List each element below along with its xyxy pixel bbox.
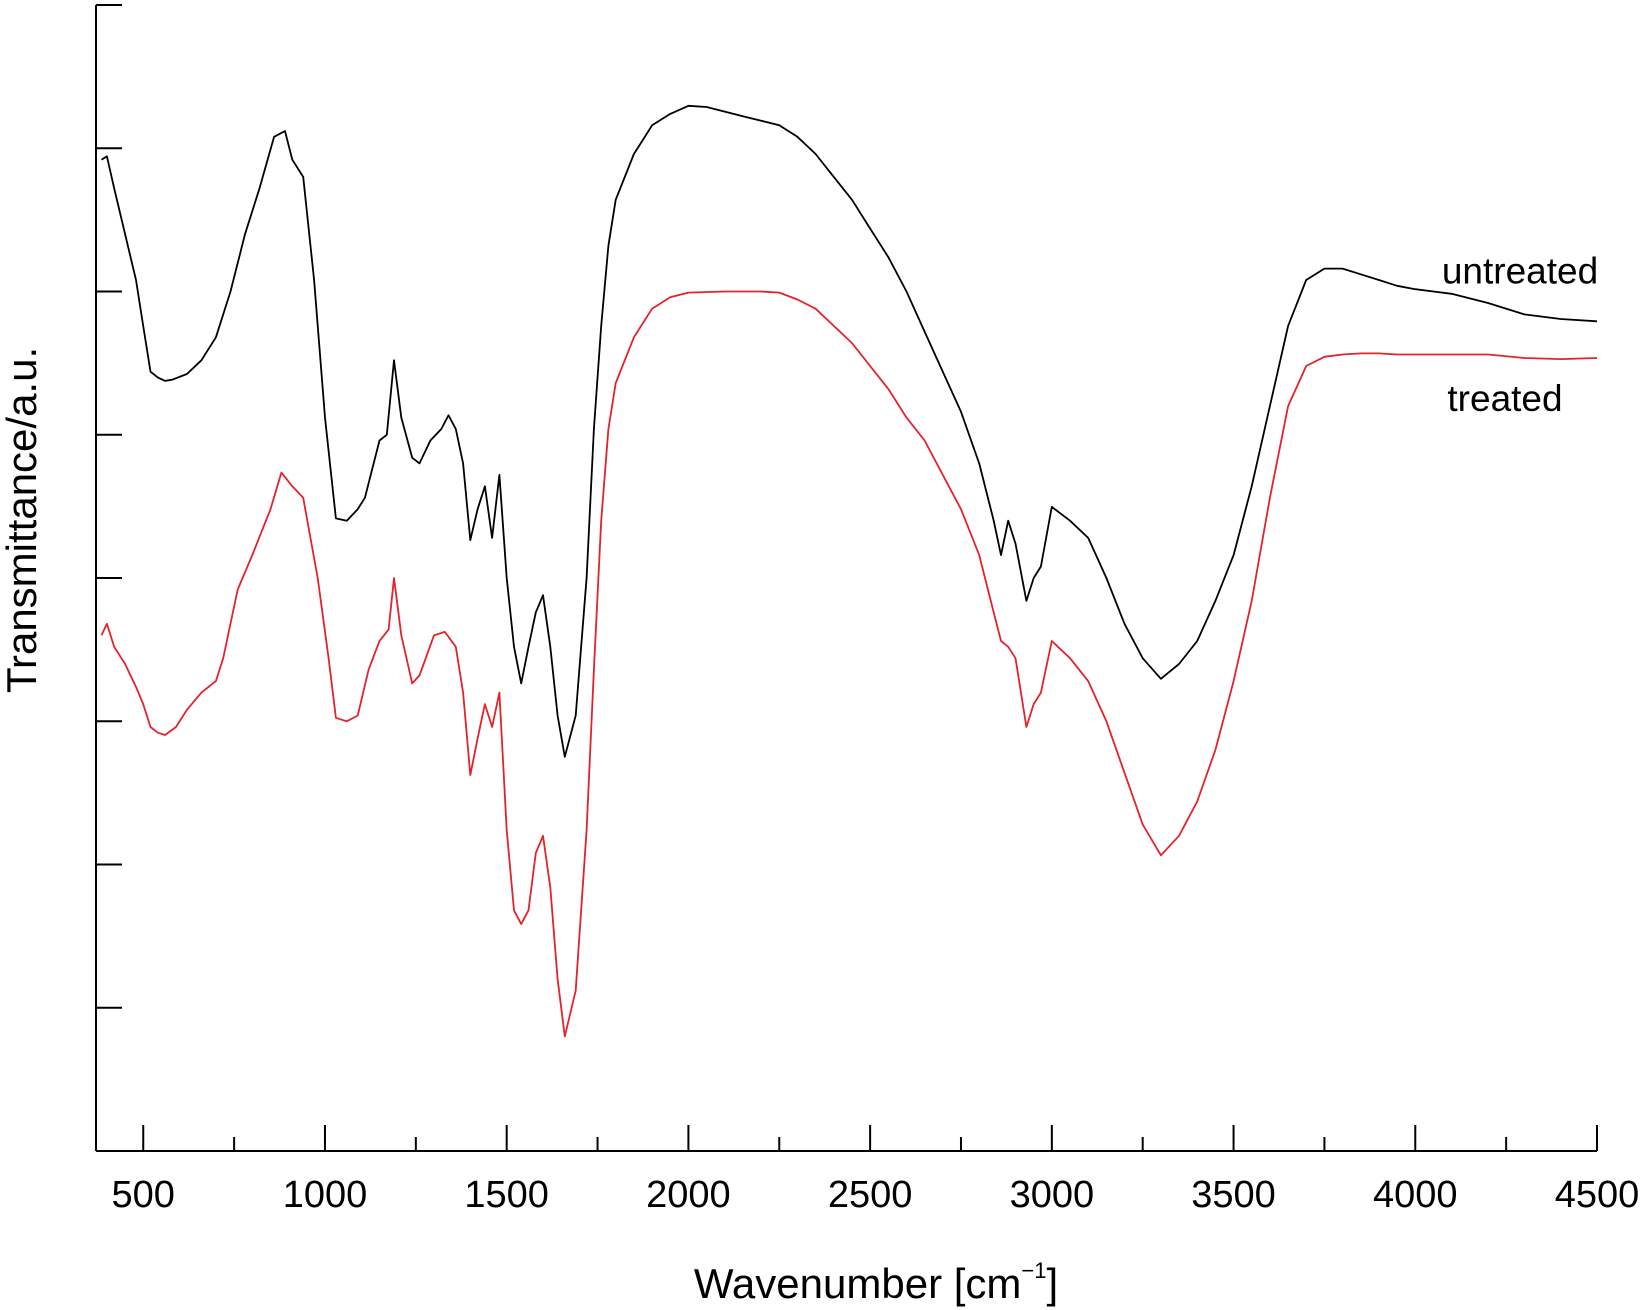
x-axis: 500 1000 1500 2000 2500 3000 3500 4000 4500: [96, 1125, 1639, 1216]
y-axis: [95, 4, 122, 1151]
x-tick-label: 2500: [828, 1174, 913, 1216]
x-tick-label: 1000: [283, 1174, 368, 1216]
series-group: [100, 104, 1598, 1038]
series-label-treated: treated: [1447, 378, 1562, 419]
x-tick-label: 500: [112, 1174, 175, 1216]
x-axis-title-close: ]: [1046, 1260, 1058, 1307]
series-label-untreated: untreated: [1442, 250, 1598, 291]
series-line-treated: [100, 290, 1598, 1038]
x-tick-label: 4500: [1555, 1174, 1640, 1216]
x-tick-label: 2000: [646, 1174, 731, 1216]
x-tick-label: 3500: [1191, 1174, 1276, 1216]
x-tick-label: 4000: [1373, 1174, 1458, 1216]
x-axis-title-sup: −1: [1021, 1258, 1046, 1283]
x-axis-title-main: Wavenumber [cm: [694, 1260, 1022, 1307]
x-tick-label: 3000: [1010, 1174, 1095, 1216]
series-line-untreated: [101, 104, 1598, 758]
y-axis-title: Transmittance/a.u.: [0, 347, 45, 693]
series-labels: untreated treated: [1442, 250, 1598, 419]
x-tick-label: 1500: [464, 1174, 549, 1216]
x-axis-title: Wavenumber [cm−1]: [694, 1258, 1058, 1307]
